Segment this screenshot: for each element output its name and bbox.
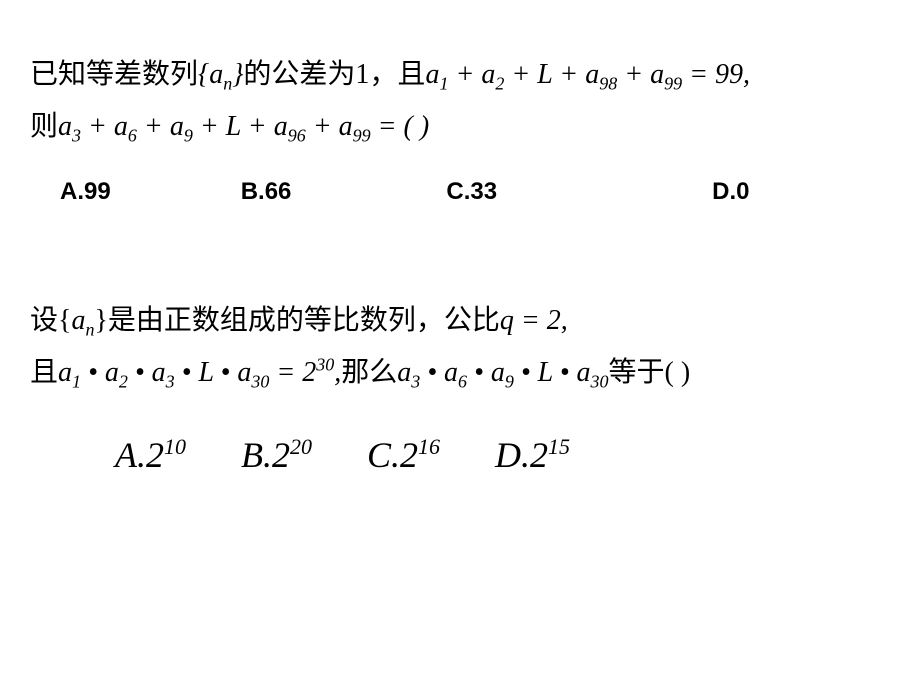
- opt-b-exp: 20: [290, 434, 312, 459]
- op-ellipsis-1: + L +: [504, 59, 585, 90]
- qsub-6: 6: [458, 372, 467, 392]
- var-q: q: [500, 305, 514, 336]
- op-plus-5: +: [306, 111, 339, 142]
- psub-30: 30: [251, 372, 269, 392]
- var-q3: a: [397, 357, 411, 388]
- option2-b[interactable]: B.220: [241, 434, 312, 476]
- option-c[interactable]: C.33: [446, 178, 497, 206]
- brace-close: }: [232, 59, 243, 90]
- op-plus-3: +: [81, 111, 114, 142]
- text-mid: 的公差为1，且: [243, 59, 425, 90]
- sub-n: n: [223, 74, 232, 94]
- var-q6: a: [444, 357, 458, 388]
- opt-d-label: D.: [495, 435, 530, 475]
- qsub-30: 30: [591, 372, 609, 392]
- problem-1-options: A.99 B.66 C.33 D.0: [30, 178, 890, 206]
- var-q9: a: [491, 357, 505, 388]
- var-a9: a: [170, 111, 184, 142]
- problem-2-line-1: 设{an}是由正数组成的等比数列，公比q = 2,: [30, 296, 890, 346]
- op-dot-4: •: [467, 357, 491, 388]
- opt-a-label: A.: [115, 435, 146, 475]
- op-dot-3: •: [420, 357, 444, 388]
- psub-2: 2: [119, 372, 128, 392]
- problem-2: 设{an}是由正数组成的等比数列，公比q = 2, 且a1 • a2 • a3 …: [30, 296, 890, 476]
- var-a96: a: [274, 111, 288, 142]
- eq-99: = 99,: [682, 59, 750, 90]
- sub-99b: 99: [353, 126, 371, 146]
- var-p1: a: [58, 357, 72, 388]
- sub-2: 2: [495, 74, 504, 94]
- text-equals: 等于( ): [609, 357, 691, 388]
- sub-6: 6: [128, 126, 137, 146]
- opt-c-label: C.: [367, 435, 400, 475]
- op-ellipsis-4: • L •: [514, 357, 577, 388]
- var-p3: a: [152, 357, 166, 388]
- op-plus-4: +: [137, 111, 170, 142]
- text-mid2: }是由正数组成的等比数列，公比: [94, 305, 499, 336]
- text-then2: 那么: [341, 357, 397, 388]
- op-dot-2: •: [128, 357, 152, 388]
- var-a: a: [209, 59, 223, 90]
- op-plus-1: +: [448, 59, 481, 90]
- op-dot-1: •: [81, 357, 105, 388]
- var-a2: a: [481, 59, 495, 90]
- option2-c[interactable]: C.216: [367, 434, 440, 476]
- option-b[interactable]: B.66: [241, 178, 292, 206]
- option2-a[interactable]: A.210: [115, 434, 186, 476]
- eq-2pow: = 2: [269, 357, 316, 388]
- opt-b-label: B.: [241, 435, 272, 475]
- qsub-9: 9: [505, 372, 514, 392]
- op-ellipsis-2: + L +: [193, 111, 274, 142]
- text-prefix: 已知等差数列: [30, 59, 198, 90]
- var-p2: a: [105, 357, 119, 388]
- sup-30: 30: [316, 355, 334, 375]
- sub-96: 96: [288, 126, 306, 146]
- brace-open: {: [198, 59, 209, 90]
- psub-1: 1: [72, 372, 81, 392]
- var-a99b: a: [339, 111, 353, 142]
- problem-2-options: A.210 B.220 C.216 D.215: [30, 434, 890, 476]
- opt-a-base: 2: [146, 435, 164, 475]
- qsub-3: 3: [411, 372, 420, 392]
- var-p30: a: [237, 357, 251, 388]
- eq-2: = 2,: [514, 305, 568, 336]
- opt-d-exp: 15: [548, 434, 570, 459]
- psub-3: 3: [166, 372, 175, 392]
- opt-d-base: 2: [530, 435, 548, 475]
- op-ellipsis-3: • L •: [175, 357, 238, 388]
- var-q30: a: [577, 357, 591, 388]
- text-and: 且: [30, 357, 58, 388]
- var-a99: a: [650, 59, 664, 90]
- var-a1: a: [425, 59, 439, 90]
- sub-99: 99: [664, 74, 682, 94]
- text-let: 设{: [30, 305, 71, 336]
- problem-1: 已知等差数列{an}的公差为1，且a1 + a2 + L + a98 + a99…: [30, 50, 890, 206]
- sub-9: 9: [184, 126, 193, 146]
- problem-2-line-2: 且a1 • a2 • a3 • L • a30 = 230,那么a3 • a6 …: [30, 348, 890, 398]
- opt-c-exp: 16: [418, 434, 440, 459]
- text-then: 则: [30, 111, 58, 142]
- var-an: a: [71, 305, 85, 336]
- opt-c-base: 2: [400, 435, 418, 475]
- option-a[interactable]: A.99: [60, 178, 111, 206]
- var-a6: a: [114, 111, 128, 142]
- opt-a-exp: 10: [164, 434, 186, 459]
- problem-1-line-1: 已知等差数列{an}的公差为1，且a1 + a2 + L + a98 + a99…: [30, 50, 890, 100]
- option-d[interactable]: D.0: [712, 178, 749, 206]
- eq-blank: = ( ): [371, 111, 430, 142]
- var-a98: a: [585, 59, 599, 90]
- sub-3: 3: [72, 126, 81, 146]
- sub-98: 98: [599, 74, 617, 94]
- op-plus-2: +: [617, 59, 650, 90]
- var-a3: a: [58, 111, 72, 142]
- option2-d[interactable]: D.215: [495, 434, 570, 476]
- problem-1-line-2: 则a3 + a6 + a9 + L + a96 + a99 = ( ): [30, 102, 890, 152]
- opt-b-base: 2: [272, 435, 290, 475]
